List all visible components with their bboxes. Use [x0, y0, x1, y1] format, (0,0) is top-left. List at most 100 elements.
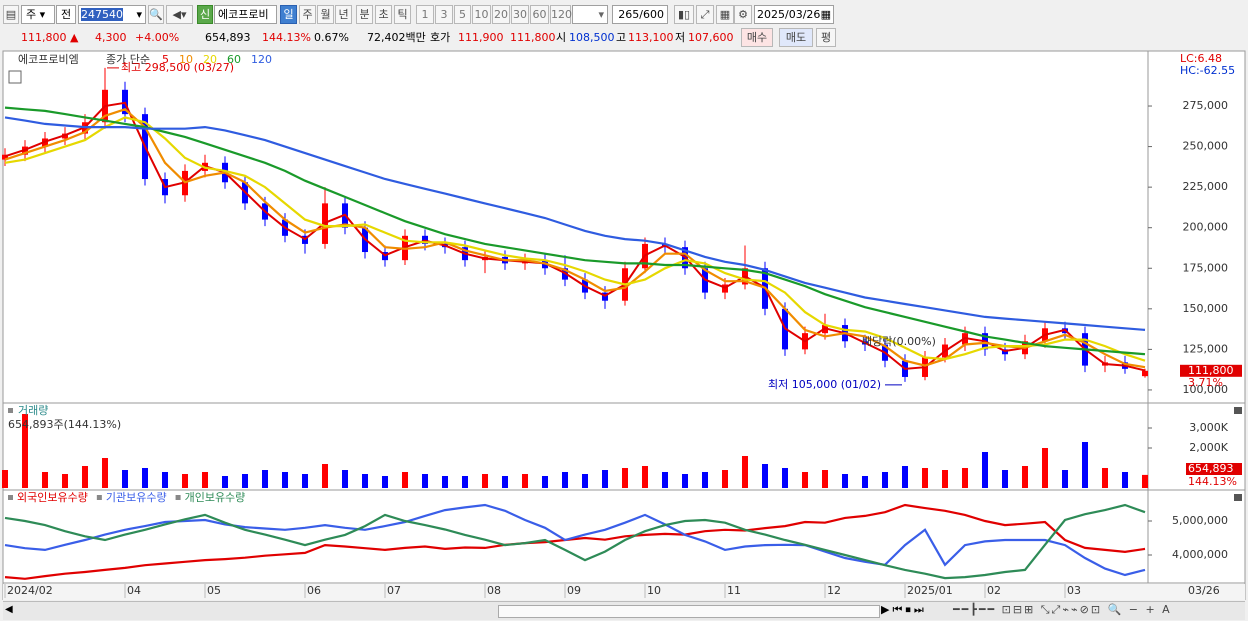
volume-bar [142, 468, 148, 488]
search-button[interactable]: 🔍 [148, 5, 164, 24]
volume-bar [582, 474, 588, 488]
arrow: ▲ [70, 31, 79, 44]
volume-bar [482, 474, 488, 488]
candle-icon[interactable]: ▮▯ [674, 5, 694, 24]
volume-bar [402, 472, 408, 488]
blank-select[interactable]: ▾ [572, 5, 608, 24]
volume-bar [442, 476, 448, 488]
volume-bar [42, 472, 48, 488]
volume-bar [682, 474, 688, 488]
legend-entry: 120 [251, 53, 272, 66]
holding-line [4, 503, 1146, 580]
quote-bar: 111,800 ▲ 4,300 +4.00% 654,893 144.13% 0… [0, 27, 1248, 49]
count-max: /600 [639, 8, 664, 21]
volume: 654,893 [205, 31, 251, 44]
volume-bar [622, 468, 628, 488]
last-change-label: 3.71% [1188, 376, 1223, 389]
sound-button[interactable]: ◀▾ [166, 5, 193, 24]
x-tick-label: 2025/01 [907, 584, 953, 597]
volume-bar [702, 472, 708, 488]
volume-bar [922, 468, 928, 488]
zoom-tools[interactable]: ━━┣━━ ⊡⊟⊞ ⤡⤢⌁⌁⊘⊡ 🔍 − + A [953, 603, 1172, 616]
candle-body [1142, 370, 1148, 377]
volume-bar [182, 474, 188, 488]
x-tick-label: 11 [727, 584, 741, 597]
table-icon[interactable] [8, 70, 22, 84]
y-tick-label: 250,000 [1183, 140, 1229, 153]
volume-bar [1022, 466, 1028, 488]
x-tick-label: 03 [1067, 584, 1081, 597]
menu-icon[interactable]: ▤ [3, 5, 19, 24]
new-badge: 신 [197, 5, 213, 24]
high: 113,100 [628, 31, 674, 44]
sell-button[interactable]: 매도 [779, 28, 813, 47]
x-tick-label: 08 [487, 584, 501, 597]
volume-bar [842, 474, 848, 488]
volume-bar [722, 470, 728, 488]
legend-entry: 5 [162, 53, 169, 66]
date-box[interactable]: 2025/03/26 ▦ [754, 5, 834, 24]
volume-bar [802, 472, 808, 488]
period-button[interactable]: 년 [335, 5, 352, 24]
volume-bar [782, 468, 788, 488]
y-tick-label: 125,000 [1183, 342, 1229, 355]
volume-bar [242, 474, 248, 488]
market: 주 [26, 8, 37, 21]
interval-button[interactable]: 3 [435, 5, 453, 24]
low: 107,600 [688, 31, 734, 44]
period-button[interactable]: 주 [299, 5, 316, 24]
volume-bar [522, 474, 528, 488]
pane-close[interactable] [1234, 407, 1242, 414]
volume-bar [222, 476, 228, 488]
code-input[interactable]: 247540 ▾ [78, 5, 146, 24]
nav-buttons[interactable]: ▶⏮⏹⏭ [881, 603, 927, 616]
settings-icon[interactable]: ⚙ [734, 5, 752, 24]
grid-icon[interactable]: ▦ [716, 5, 734, 24]
interval-button[interactable]: 1 [416, 5, 434, 24]
holding-line [4, 503, 1146, 580]
volume-bar [902, 466, 908, 488]
last-volume-label: 654,893 [1188, 462, 1234, 475]
hc-label: HC:-62.55 [1180, 64, 1235, 77]
interval-button[interactable]: 60 [530, 5, 549, 24]
pane-close[interactable] [1234, 494, 1242, 501]
quote-label: 호가 [430, 31, 451, 44]
x-tick-label: 04 [127, 584, 141, 597]
volume-bar [162, 472, 168, 488]
interval-button[interactable]: 30 [511, 5, 529, 24]
volume-bar [262, 470, 268, 488]
period-button[interactable]: 월 [317, 5, 334, 24]
interval-button[interactable]: 20 [492, 5, 510, 24]
count-box[interactable]: 265/600 [612, 5, 668, 24]
buy-button[interactable]: 매수 [741, 28, 773, 47]
interval-button[interactable]: 10 [472, 5, 491, 24]
legend-entry: 10 [179, 53, 193, 66]
volume-bar [1082, 442, 1088, 488]
high-annotation: 최고 298,500 (03/27) [121, 61, 234, 74]
legend-entry: 60 [227, 53, 241, 66]
avg-button[interactable]: 평 [816, 28, 836, 47]
volume-bar [382, 476, 388, 488]
period-button[interactable]: 분 [356, 5, 373, 24]
interval-button[interactable]: 5 [454, 5, 471, 24]
volume-bar [342, 470, 348, 488]
market-select[interactable]: 주 ▾ [21, 5, 55, 24]
scroll-thumb[interactable] [498, 605, 880, 618]
period-button[interactable]: 일 [280, 5, 297, 24]
prev: 전 [60, 8, 72, 21]
volume-bar [822, 470, 828, 488]
legend-marker [175, 495, 181, 500]
period-button[interactable]: 초 [375, 5, 392, 24]
prev-select[interactable]: 전 [56, 5, 76, 24]
volume-bar [302, 474, 308, 488]
scroll-left[interactable]: ◀ [5, 604, 13, 615]
interval-button[interactable]: 120 [550, 5, 572, 24]
volume-bar [862, 476, 868, 488]
high-label: 고 [616, 31, 627, 44]
moving-average [4, 116, 1146, 362]
tool-icon[interactable]: ⤢ [696, 5, 714, 24]
volume-bar [1122, 472, 1128, 488]
volume-bar [502, 476, 508, 488]
period-button[interactable]: 틱 [394, 5, 411, 24]
holding-line [4, 503, 1146, 577]
